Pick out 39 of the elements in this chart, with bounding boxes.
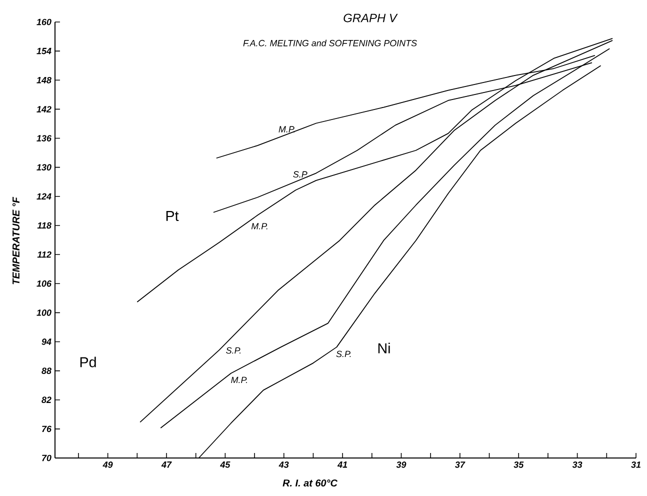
series-label: M.P.: [231, 376, 247, 384]
x-axis-title: R. I. at 60°C: [282, 479, 338, 487]
x-tick-label: 47: [161, 462, 172, 468]
y-tick-label: 100: [36, 309, 52, 316]
y-tick-label: 88: [42, 368, 52, 374]
x-tick-label: 37: [455, 462, 466, 468]
y-tick-label: 148: [36, 76, 52, 84]
y-tick-label: 112: [37, 251, 52, 258]
annotation: Ni: [378, 342, 390, 354]
x-tick-label: 35: [514, 462, 524, 468]
series-label: S.P.: [293, 171, 308, 178]
series-label: S.P.: [226, 347, 241, 354]
series-label: S.P.: [336, 350, 351, 358]
y-axis-title: TEMPERATURE °F: [12, 196, 20, 284]
x-tick-label: 33: [572, 462, 582, 468]
x-tick-label: 39: [396, 462, 406, 468]
y-tick-label: 106: [36, 280, 52, 287]
x-tick-label: 31: [631, 462, 640, 468]
y-tick-label: 76: [42, 426, 52, 432]
y-tick-label: 118: [37, 222, 52, 229]
y-tick-label: 124: [36, 193, 52, 200]
annotation: Pt: [166, 211, 179, 221]
series-label: M.P.: [278, 126, 295, 132]
y-tick-label: 154: [36, 48, 52, 54]
y-tick-label: 142: [36, 106, 52, 112]
y-tick-label: 136: [36, 135, 52, 142]
x-tick-label: 43: [278, 462, 289, 468]
series-label: M.P.: [251, 223, 268, 230]
x-tick-label: 41: [337, 462, 348, 468]
y-tick-label: 70: [42, 454, 52, 462]
y-tick-label: 160: [36, 18, 52, 26]
chart-title: GRAPH V: [344, 14, 398, 22]
x-tick-label: 45: [220, 462, 230, 468]
annotation: Pd: [80, 356, 96, 368]
text: F.A.C. MELTING and SOFTENING POINTS: [243, 40, 417, 46]
y-tick-label: 130: [36, 164, 52, 171]
y-tick-label: 94: [42, 338, 52, 345]
x-tick-label: 49: [102, 462, 113, 468]
y-tick-label: 82: [42, 396, 52, 404]
